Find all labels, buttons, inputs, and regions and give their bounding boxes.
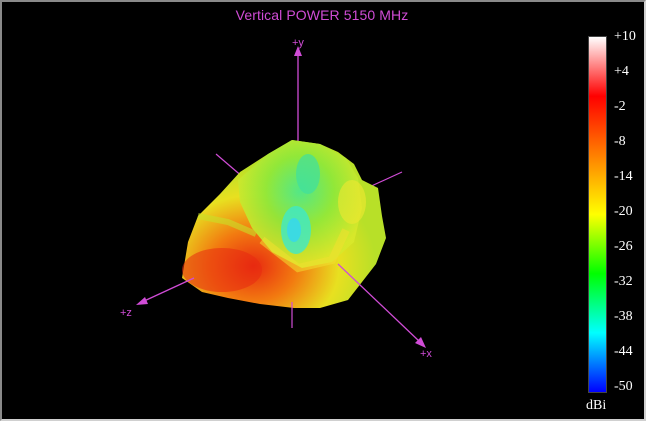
scale-tick: +10 xyxy=(614,29,636,44)
scale-tick: -44 xyxy=(614,344,633,359)
scale-tick: -20 xyxy=(614,204,633,219)
x-axis-label: +x xyxy=(420,348,432,360)
scale-tick: -50 xyxy=(614,379,633,394)
z-axis-line xyxy=(141,277,195,303)
scale-tick: -8 xyxy=(614,134,626,149)
radiation-pattern-surface xyxy=(182,140,386,308)
scale-tick: -38 xyxy=(614,309,633,324)
x-axis-arrow xyxy=(415,337,426,348)
z-axis-label: +z xyxy=(120,307,132,319)
scale-tick: -14 xyxy=(614,169,633,184)
radiation-pattern-plot[interactable]: +y +z +x xyxy=(2,2,642,417)
scale-tick: -26 xyxy=(614,239,633,254)
scale-tick: -32 xyxy=(614,274,633,289)
scale-unit-label: dBi xyxy=(586,398,607,413)
axis-back-line-right xyxy=(366,171,403,189)
plot-title: Vertical POWER 5150 MHz xyxy=(235,7,409,23)
scale-tick: -2 xyxy=(614,99,626,114)
y-axis-label: +y xyxy=(292,37,304,49)
x-axis-line xyxy=(337,263,421,343)
y-axis-arrow xyxy=(294,46,302,56)
z-axis-arrow xyxy=(136,297,148,305)
color-scale-bar xyxy=(588,36,607,393)
scale-tick: +4 xyxy=(614,64,629,79)
